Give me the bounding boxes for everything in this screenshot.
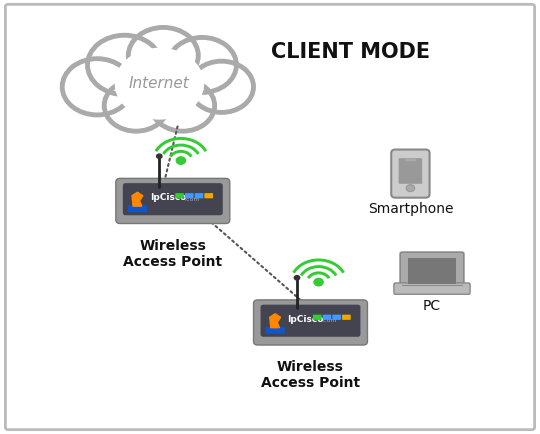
Circle shape: [406, 185, 415, 192]
Circle shape: [176, 157, 186, 164]
FancyBboxPatch shape: [394, 283, 470, 294]
Text: .com: .com: [321, 318, 337, 323]
FancyBboxPatch shape: [313, 315, 322, 320]
FancyBboxPatch shape: [265, 327, 285, 334]
Text: Smartphone: Smartphone: [368, 202, 453, 216]
FancyBboxPatch shape: [408, 258, 456, 284]
Circle shape: [294, 276, 300, 280]
FancyBboxPatch shape: [116, 178, 230, 224]
FancyBboxPatch shape: [405, 159, 416, 161]
FancyBboxPatch shape: [194, 193, 203, 198]
Circle shape: [129, 28, 198, 83]
FancyBboxPatch shape: [175, 193, 184, 198]
Circle shape: [314, 279, 323, 286]
FancyBboxPatch shape: [399, 158, 422, 184]
Text: Wireless
Access Point: Wireless Access Point: [261, 360, 360, 391]
FancyBboxPatch shape: [332, 315, 341, 320]
Text: Internet: Internet: [129, 76, 190, 91]
FancyBboxPatch shape: [185, 193, 194, 198]
Text: IpCisco: IpCisco: [150, 194, 186, 202]
FancyBboxPatch shape: [253, 300, 367, 345]
Text: CLIENT MODE: CLIENT MODE: [272, 42, 430, 62]
Circle shape: [168, 38, 235, 92]
FancyBboxPatch shape: [391, 149, 430, 198]
FancyBboxPatch shape: [260, 305, 361, 337]
Circle shape: [152, 80, 214, 131]
Text: Wireless
Access Point: Wireless Access Point: [123, 239, 222, 269]
FancyBboxPatch shape: [342, 315, 351, 320]
FancyBboxPatch shape: [127, 205, 147, 212]
FancyBboxPatch shape: [400, 252, 464, 288]
FancyBboxPatch shape: [204, 193, 213, 198]
Circle shape: [88, 36, 160, 94]
Text: PC: PC: [423, 299, 441, 312]
Circle shape: [114, 48, 204, 120]
Circle shape: [63, 59, 132, 115]
Circle shape: [191, 62, 253, 112]
Polygon shape: [269, 314, 281, 328]
Polygon shape: [132, 192, 143, 206]
Circle shape: [157, 154, 162, 158]
Text: IpCisco: IpCisco: [288, 315, 324, 324]
Circle shape: [105, 80, 167, 131]
FancyBboxPatch shape: [123, 183, 223, 215]
FancyBboxPatch shape: [5, 4, 535, 430]
FancyBboxPatch shape: [323, 315, 331, 320]
Text: .com: .com: [184, 197, 199, 202]
